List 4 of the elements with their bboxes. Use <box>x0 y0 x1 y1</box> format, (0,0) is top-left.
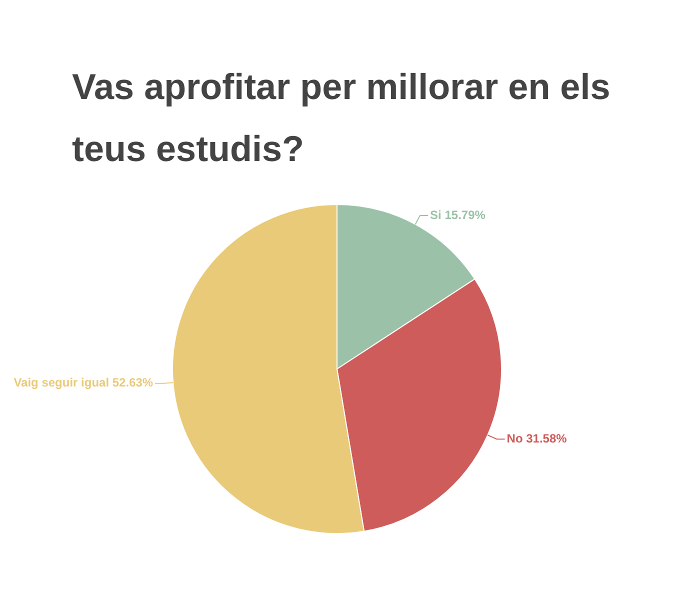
slice-label: No 31.58% <box>506 431 568 446</box>
chart-title: Vas aprofitar per millorar en els teus estudis? <box>72 65 612 171</box>
slice-label: Si 15.79% <box>430 208 486 222</box>
slice-label: Vaig seguir igual 52.63% <box>14 376 154 390</box>
